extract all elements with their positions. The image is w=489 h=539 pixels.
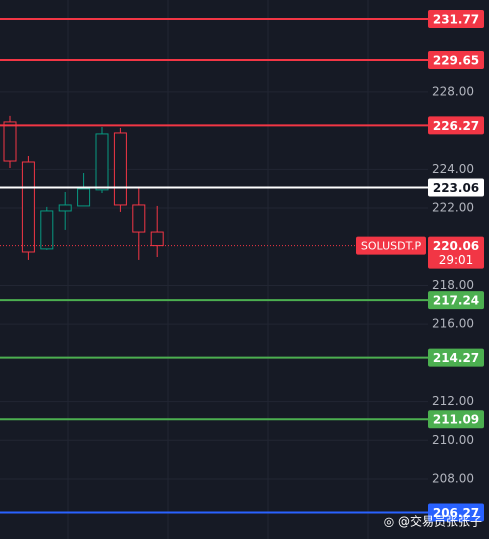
y-tick-label: 218.00 bbox=[432, 278, 474, 292]
level-label: 226.27 bbox=[433, 119, 479, 133]
candle-body bbox=[3, 121, 17, 162]
symbol-label: SOLUSDT.P bbox=[361, 240, 422, 253]
candle-body bbox=[95, 133, 109, 191]
level-label: 231.77 bbox=[433, 12, 479, 26]
level-label-box bbox=[428, 348, 484, 367]
level-label: 214.27 bbox=[433, 351, 479, 365]
level-label-box bbox=[428, 503, 484, 522]
level-label: 229.65 bbox=[433, 53, 479, 67]
y-tick-label: 224.00 bbox=[432, 162, 474, 176]
level-label-box bbox=[428, 116, 484, 135]
countdown: 29:01 bbox=[439, 253, 474, 267]
watermark: ◎ @交易员张张子 bbox=[384, 514, 482, 529]
level-label: 206.27 bbox=[433, 506, 479, 520]
candle-body bbox=[21, 161, 35, 253]
symbol-box bbox=[356, 236, 426, 255]
y-tick-label: 210.00 bbox=[432, 433, 474, 447]
level-label: 211.09 bbox=[433, 413, 479, 427]
y-tick-label: 208.00 bbox=[432, 472, 474, 486]
y-tick-label: 216.00 bbox=[432, 317, 474, 331]
vertical-grid bbox=[67, 0, 369, 539]
candle-body bbox=[132, 204, 146, 233]
last-price-box bbox=[428, 236, 484, 269]
y-tick-label: 212.00 bbox=[432, 394, 474, 408]
level-label-box bbox=[428, 9, 484, 28]
level-label: 223.06 bbox=[433, 181, 479, 195]
candle-body bbox=[113, 132, 127, 206]
candle-body bbox=[40, 210, 54, 250]
y-tick-label: 228.00 bbox=[432, 84, 474, 98]
last-price-label: 220.06 bbox=[433, 239, 479, 253]
y-tick-label: 222.00 bbox=[432, 201, 474, 215]
level-label: 217.24 bbox=[433, 294, 479, 308]
level-label-box bbox=[428, 410, 484, 429]
candle-body bbox=[77, 188, 91, 207]
candle-body bbox=[58, 204, 72, 212]
level-label-box bbox=[428, 291, 484, 310]
candle-body bbox=[150, 231, 164, 247]
level-label-box bbox=[428, 50, 484, 69]
level-label-box bbox=[428, 178, 484, 197]
